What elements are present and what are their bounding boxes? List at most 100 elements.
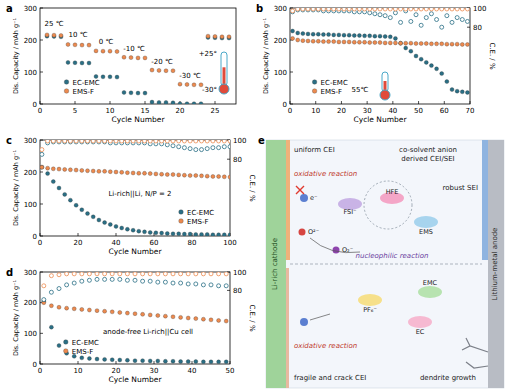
point [414, 13, 418, 17]
species: FSI⁻ [343, 208, 356, 216]
point [46, 166, 50, 170]
x-tick-label: 15 [141, 107, 150, 115]
legend-label: EC-EMC [187, 209, 214, 217]
point [148, 313, 152, 317]
y2-tick-label: 80 [233, 287, 242, 295]
annotation: -20 ℃ [151, 58, 173, 66]
uniform-cei-label: uniform CEI [294, 146, 335, 154]
point [363, 40, 367, 44]
point [291, 36, 295, 40]
point [388, 41, 392, 45]
annotation: 55℃ [352, 86, 369, 94]
panel-label: c [6, 135, 12, 146]
point [224, 319, 228, 323]
point [110, 272, 114, 276]
point [103, 169, 107, 173]
point [301, 39, 305, 43]
point [199, 102, 203, 104]
x-axis-label: Cycle Number [108, 375, 162, 384]
point [59, 34, 63, 38]
y-tick-label: 300 [274, 5, 287, 13]
y-tick [40, 72, 43, 73]
x-tick-label: 60 [150, 239, 159, 247]
point [57, 344, 61, 348]
point [120, 140, 124, 143]
x-tick-label: 5 [73, 107, 77, 115]
y-tick-label: 200 [24, 37, 37, 45]
x-tick [40, 233, 41, 236]
point [171, 232, 175, 236]
oxygen [333, 247, 340, 254]
point [165, 231, 169, 235]
x-tick-label: 10 [106, 107, 115, 115]
point [148, 359, 152, 363]
point [94, 49, 98, 53]
point [296, 8, 300, 12]
point [97, 140, 101, 144]
point [419, 42, 423, 46]
point [141, 312, 145, 316]
point [91, 140, 95, 144]
thermometer-tube [382, 72, 388, 92]
point [66, 42, 70, 46]
point [393, 36, 397, 40]
y-tick [290, 72, 293, 73]
point [440, 8, 444, 11]
point [108, 75, 112, 79]
x-tick [116, 361, 117, 364]
point [136, 56, 140, 60]
point [383, 8, 387, 11]
point [129, 91, 133, 95]
point [211, 146, 215, 150]
point [73, 61, 77, 65]
point [179, 360, 183, 364]
y2-tick-label: 100 [233, 269, 246, 277]
point [160, 172, 164, 176]
y2-tick-label: 100 [233, 137, 246, 145]
point [120, 170, 124, 174]
point [311, 39, 315, 43]
point [368, 34, 372, 38]
x-tick [110, 101, 111, 104]
cathode-label: Li-rich cathode [271, 238, 279, 290]
point [125, 272, 129, 276]
point [133, 272, 137, 276]
point [209, 272, 213, 276]
x-tick [192, 361, 193, 364]
point [103, 140, 107, 143]
annotation: 25 ℃ [45, 20, 64, 28]
point [450, 8, 454, 11]
point [95, 309, 99, 313]
point [72, 307, 76, 311]
y-tick-label: 0 [33, 361, 37, 369]
point [201, 360, 205, 364]
y-tick [40, 40, 43, 41]
x-tick-label: 40 [388, 107, 397, 115]
point [87, 356, 91, 360]
point [337, 8, 341, 11]
legend-marker [312, 80, 317, 85]
y-tick [40, 364, 43, 365]
point [209, 283, 213, 287]
species: EMC [423, 279, 438, 287]
point [435, 42, 439, 46]
molecule [418, 286, 442, 298]
point [68, 168, 72, 172]
y-tick [40, 236, 43, 237]
point [182, 146, 186, 150]
point [200, 148, 204, 152]
point [125, 227, 129, 231]
point [40, 165, 44, 169]
point [148, 172, 152, 176]
annotation: +25° [199, 50, 217, 58]
robust-sei-label: robust SEI [443, 184, 478, 192]
y-tick [40, 204, 43, 205]
point [378, 41, 382, 45]
point [311, 32, 315, 36]
x-tick [315, 101, 316, 104]
point [465, 8, 469, 11]
point [129, 56, 133, 60]
point [91, 140, 95, 143]
point [80, 140, 84, 143]
point [40, 148, 44, 152]
